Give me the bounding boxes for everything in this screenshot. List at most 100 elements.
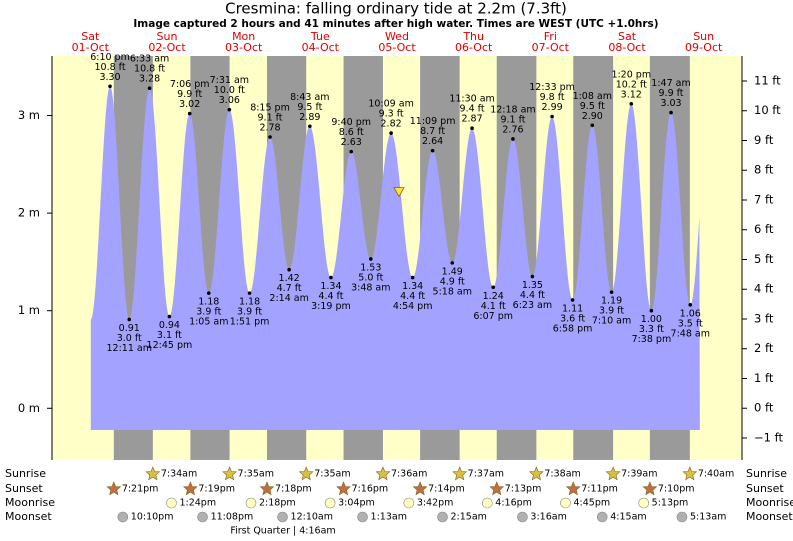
y-tick-label: 3 m	[18, 108, 40, 122]
tide-time-label: 6:23 am	[513, 300, 552, 311]
tide-point	[688, 303, 693, 307]
date-label: 05-Oct	[378, 41, 416, 54]
tide-level-label: 1.34	[402, 281, 423, 292]
tide-ft-label: 3.0 ft	[117, 333, 142, 344]
tide-time-label: 7:06 pm	[170, 79, 210, 90]
tide-time-label: 3:48 am	[351, 282, 390, 293]
tide-ft-label: 3.9 ft	[196, 307, 221, 318]
tide-level-label: 3.12	[621, 89, 642, 100]
tide-ft-label: 9.5 ft	[297, 102, 322, 113]
y2-tick-label: 9 ft	[754, 133, 774, 147]
tide-point	[268, 135, 272, 139]
sunset-time: 7:13pm	[505, 484, 542, 495]
tide-ft-label: 3.9 ft	[599, 306, 624, 317]
tide-time-label: 2:14 am	[269, 293, 308, 304]
moonrise-icon	[324, 497, 336, 509]
tide-point	[227, 107, 232, 112]
tide-ft-label: 4.4 ft	[400, 291, 425, 302]
sunset-time: 7:18pm	[275, 484, 312, 495]
moonrise-time: 1:24pm	[179, 498, 216, 509]
tide-ft-label: 3.5 ft	[678, 318, 703, 329]
tide-ft-label: 9.1 ft	[258, 112, 283, 123]
tide-time-label: 10:09 am	[368, 99, 413, 110]
tide-time-label: 12:45 pm	[147, 340, 193, 351]
tide-ft-label: 3.9 ft	[237, 307, 262, 318]
tide-point	[308, 124, 312, 129]
tide-ft-label: 9.3 ft	[379, 109, 404, 120]
sunset-time: 7:11pm	[581, 484, 618, 495]
date-label: 04-Oct	[302, 41, 340, 54]
moon-phase: First Quarter | 4:16am	[230, 526, 335, 537]
sunrise-time: 7:39am	[621, 469, 657, 480]
sunrise-icon	[145, 466, 161, 481]
moonrise-time: 4:16pm	[495, 498, 532, 509]
row-label: Sunset	[5, 482, 43, 495]
y2-tick-label: 5 ft	[754, 252, 774, 266]
tide-level-label: 2.99	[542, 102, 563, 113]
tide-ft-label: 8.7 ft	[420, 126, 445, 137]
tide-ft-label: 3.1 ft	[157, 330, 182, 341]
tide-level-label: 1.19	[601, 296, 622, 307]
tide-ft-label: 9.9 ft	[659, 88, 684, 99]
sunset-time: 7:21pm	[122, 484, 159, 495]
moonrise-time: 3:04pm	[338, 498, 375, 509]
tide-level-label: 1.11	[562, 303, 583, 314]
tide-point	[430, 148, 435, 153]
tide-level-label: 2.90	[582, 111, 603, 122]
tide-point	[629, 102, 634, 106]
tide-time-label: 6:33 am	[130, 54, 169, 65]
y-tick-label: 0 m	[18, 401, 40, 415]
sunset-time: 7:10pm	[658, 484, 695, 495]
tide-point	[609, 290, 614, 294]
tide-point	[649, 308, 654, 313]
tide-ft-label: 3.3 ft	[639, 324, 664, 335]
tide-time-label: 12:18 am	[490, 104, 535, 115]
row-label: Moonrise	[746, 496, 793, 509]
sunset-icon	[336, 481, 351, 496]
tide-level-label: 2.89	[299, 112, 320, 123]
y-tick-label: 1 m	[18, 303, 40, 317]
tide-level-label: 3.02	[179, 99, 200, 110]
moonset-time: 4:15am	[610, 512, 646, 523]
tide-level-label: 1.00	[641, 314, 662, 325]
sunrise-time: 7:38am	[544, 469, 580, 480]
sunset-time: 7:14pm	[428, 484, 465, 495]
tide-ft-label: 8.6 ft	[339, 127, 364, 138]
date-label: 06-Oct	[455, 41, 493, 54]
y2-tick-label: 7 ft	[754, 192, 774, 206]
tide-point	[369, 257, 373, 261]
tide-time-label: 11:30 am	[449, 94, 494, 105]
tide-time-label: 7:48 am	[671, 328, 710, 339]
tide-time-label: 12:33 pm	[529, 82, 575, 93]
tide-point	[127, 317, 132, 322]
sunset-icon	[259, 481, 275, 496]
y2-tick-label: 8 ft	[754, 163, 774, 177]
row-label: Sunrise	[5, 467, 46, 480]
tide-point	[329, 275, 333, 280]
row-label: Moonrise	[5, 496, 55, 509]
tide-level-label: 2.76	[502, 124, 523, 135]
row-label: Moonset	[5, 510, 52, 523]
tide-ft-label: 9.1 ft	[500, 114, 525, 125]
tide-ft-label: 4.7 ft	[277, 283, 302, 294]
y2-tick-label: 4 ft	[754, 282, 774, 296]
tide-time-label: 11:09 pm	[410, 116, 456, 127]
tide-time-label: 4:54 pm	[393, 301, 433, 312]
moonset-icon	[357, 511, 368, 523]
row-label: Sunset	[746, 482, 784, 495]
row-label: Moonset	[746, 510, 793, 523]
moonset-icon	[517, 511, 528, 523]
moonset-time: 2:15am	[451, 512, 487, 523]
moonset-time: 3:16am	[530, 512, 566, 523]
y2-tick-label: 11 ft	[754, 73, 781, 87]
tide-area	[90, 86, 700, 431]
tide-point	[550, 114, 554, 119]
tide-ft-label: 4.9 ft	[440, 276, 465, 287]
date-label: 01-Oct	[72, 41, 110, 54]
tide-point	[470, 126, 474, 131]
tide-level-label: 0.91	[119, 323, 140, 334]
moonset-time: 12:10am	[291, 512, 333, 523]
tide-point	[410, 275, 415, 280]
weekday-label: Wed	[385, 30, 409, 43]
sunset-icon	[412, 481, 428, 496]
